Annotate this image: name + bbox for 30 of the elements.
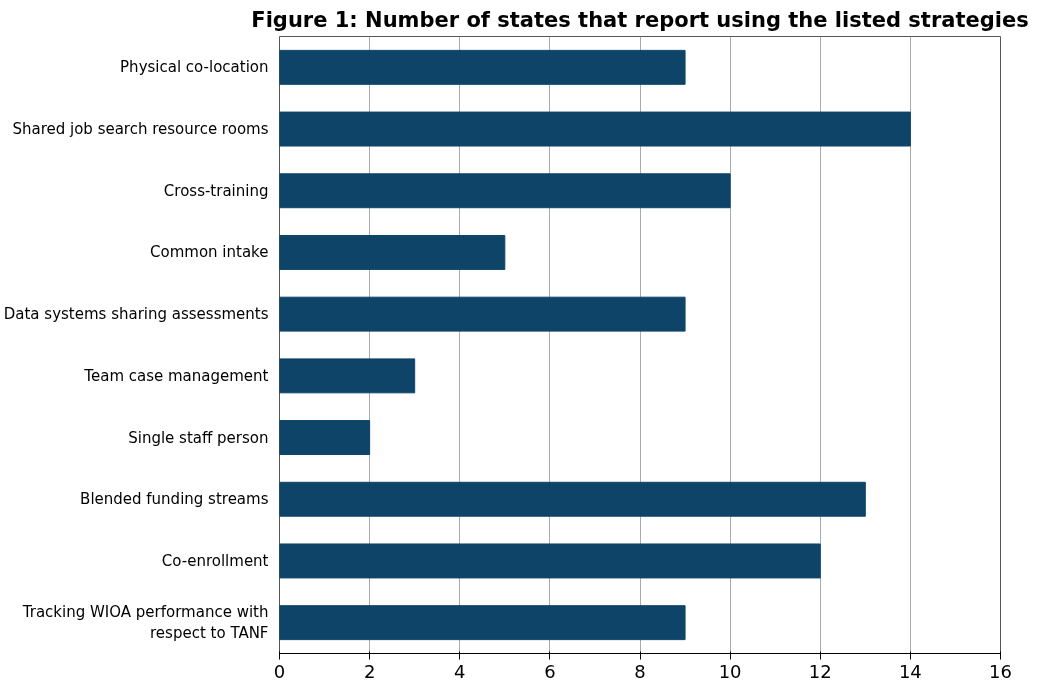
y-tick-label: Data systems sharing assessments [3,305,269,324]
bar [279,420,371,456]
bar [279,173,731,209]
bar [279,234,506,270]
bar [279,481,866,517]
x-tick-label: 4 [454,660,466,682]
y-tick-label: Shared job search resource rooms [12,120,269,139]
y-tick-label: Cross-training [163,181,269,200]
bar [279,358,416,394]
x-tick-label: 12 [808,660,832,682]
y-tick-label: Blended funding streams [80,490,269,509]
x-tick-label: 8 [634,660,646,682]
bar [279,543,821,579]
chart-title: Figure 1: Number of states that report using the listed strategies [251,7,1029,32]
bar [279,605,686,641]
y-tick-label: Physical co-location [120,58,269,77]
x-tick-label: 6 [544,660,556,682]
x-tick-label: 10 [718,660,742,682]
bar [279,111,911,147]
y-tick-label: Team case management [83,366,269,385]
y-tick-label: Single staff person [128,428,269,447]
bar [279,49,686,85]
x-tick-label: 2 [363,660,376,682]
bar [279,296,686,332]
x-tick-label: 14 [898,660,922,682]
x-tick-label: 16 [989,660,1012,682]
y-tick-label: Tracking WIOA performance with respect to TANF [21,602,269,643]
y-tick-label: Common intake [150,243,269,262]
x-tick-label: 0 [273,660,286,682]
y-tick-label: Co-enrollment [161,551,269,570]
